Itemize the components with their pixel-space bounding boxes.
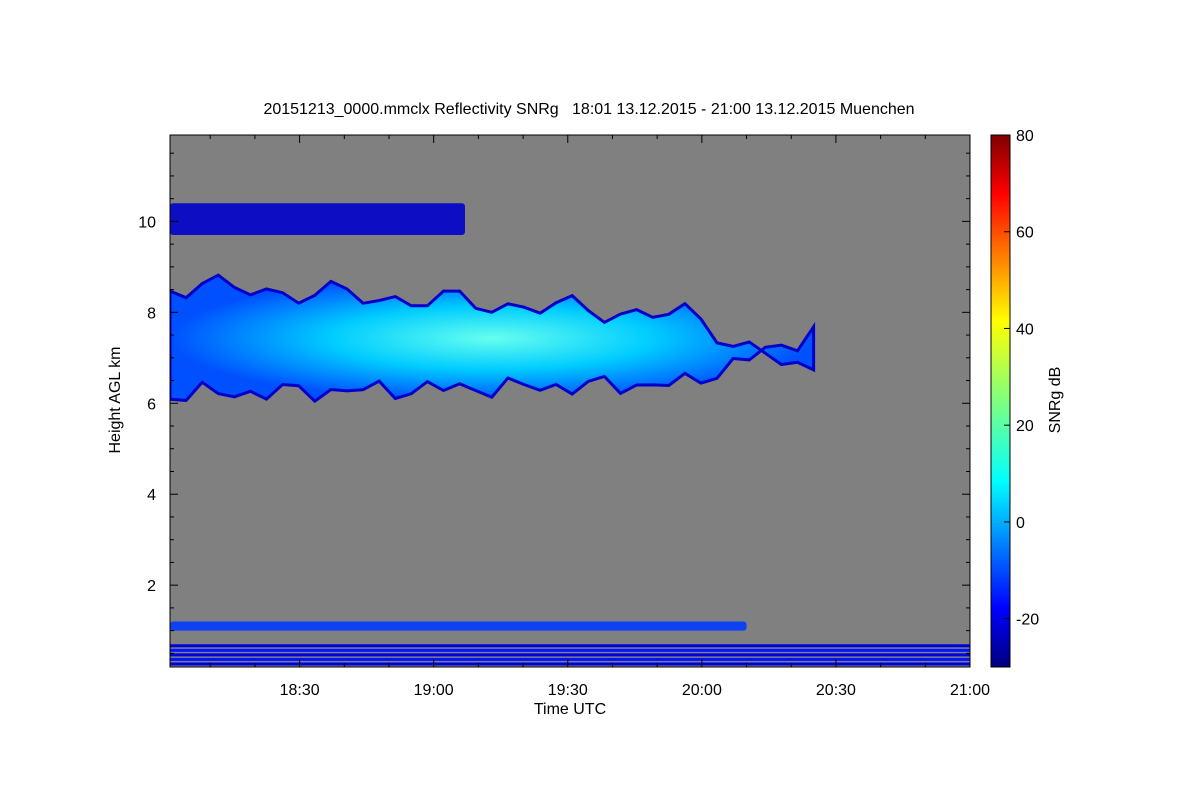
- clutter-band: [170, 662, 970, 666]
- colorbar-label: SNRg dB: [1047, 367, 1064, 434]
- colorbar-tick-label: -20: [1016, 612, 1039, 629]
- colorbar-tick-label: 0: [1016, 515, 1025, 532]
- y-axis-label: Height AGL km: [107, 346, 124, 453]
- clutter-band: [170, 653, 970, 657]
- y-tick-label: 6: [147, 396, 156, 413]
- colorbar: [990, 134, 1011, 668]
- colorbar-tick-label: 60: [1016, 225, 1034, 242]
- x-axis: 18:30 19:00 19:30 20:00 20:30 21:00: [209, 135, 990, 699]
- plot-frame: [169, 134, 971, 668]
- cirrus-layer: [170, 203, 465, 236]
- low-echo-layer-body: [170, 621, 747, 631]
- chart-title: 20151213_0000.mmclx Reflectivity SNRg 18…: [263, 101, 914, 118]
- clutter-band: [170, 648, 970, 652]
- y-tick-label: 10: [138, 214, 156, 231]
- colorbar-tick-label: 40: [1016, 321, 1034, 338]
- cirrus-layer-body: [170, 203, 465, 236]
- x-axis-label: Time UTC: [534, 701, 606, 718]
- x-tick-label: 18:30: [280, 682, 320, 699]
- x-tick-label: 20:00: [682, 682, 722, 699]
- x-tick-label: 19:30: [548, 682, 588, 699]
- echo-features: [170, 203, 970, 666]
- x-tick-label: 20:30: [816, 682, 856, 699]
- x-tick-label: 21:00: [950, 682, 990, 699]
- clutter-band: [170, 657, 970, 661]
- main-cloud-body: [170, 273, 816, 404]
- near-ground-clutter: [170, 644, 970, 666]
- colorbar-tick-label: 20: [1016, 418, 1034, 435]
- x-tick-label: 19:00: [414, 682, 454, 699]
- low-echo-layer: [170, 621, 747, 631]
- colorbar-axis: -20 0 20 40 60 80: [1004, 128, 1039, 629]
- y-tick-label: 2: [147, 578, 156, 595]
- y-tick-label: 8: [147, 305, 156, 322]
- y-axis: 2 4 6 8 10: [138, 152, 970, 654]
- clutter-band: [170, 644, 970, 648]
- main-cloud-layer: [170, 273, 816, 404]
- colorbar-tick-label: 80: [1016, 128, 1034, 145]
- y-tick-label: 4: [147, 487, 156, 504]
